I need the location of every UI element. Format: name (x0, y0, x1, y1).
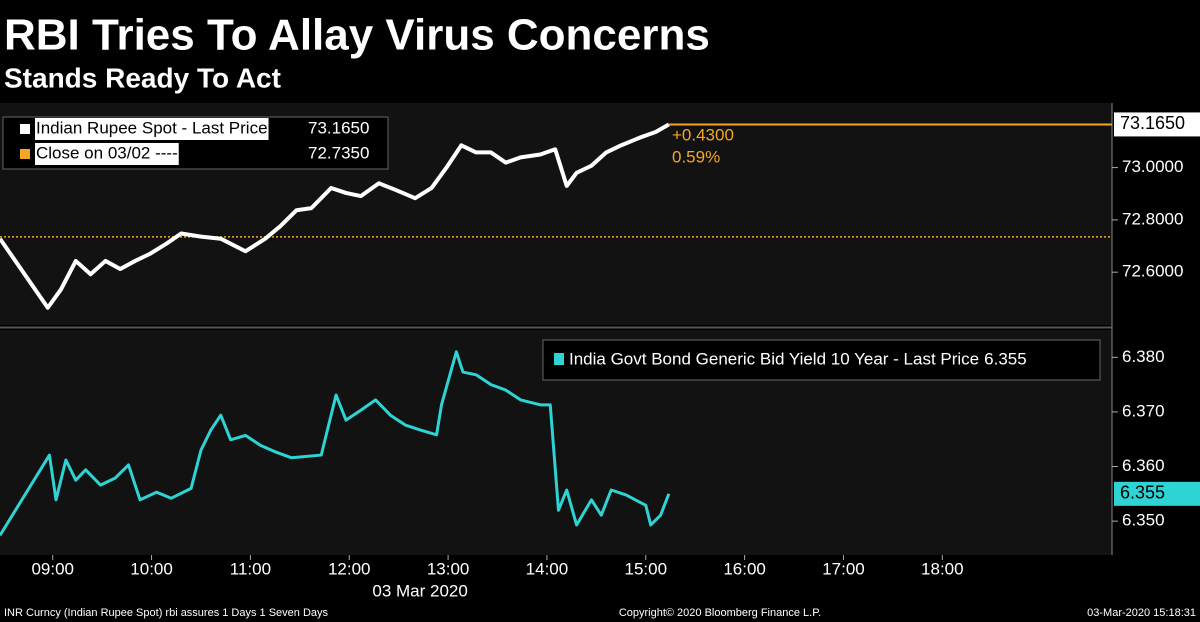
chart-subtitle: Stands Ready To Act (4, 62, 281, 93)
series-line (0, 350, 671, 537)
y-tick-label: 6.370 (1122, 401, 1165, 420)
legend-highlight (35, 143, 179, 165)
y-tick-label: 6.350 (1122, 511, 1165, 530)
last-price-tag-label: 73.1650 (1120, 113, 1185, 133)
y-tick-label: 72.6000 (1122, 262, 1183, 281)
series-line (0, 122, 670, 310)
legend-box (542, 339, 1101, 381)
y-tick-label: 6.360 (1122, 456, 1165, 475)
legend-value: 73.1650 (308, 118, 369, 137)
last-price-tag (1114, 112, 1200, 137)
legend-label: Indian Rupee Spot - Last Price (36, 118, 268, 137)
y-tick-label: 6.380 (1122, 347, 1165, 366)
x-tick-label: 10:00 (130, 559, 173, 578)
x-tick-label: 14:00 (526, 559, 569, 578)
footer-right: 03-Mar-2020 15:18:31 (1087, 607, 1196, 619)
x-axis-label: 03 Mar 2020 (372, 581, 467, 600)
last-price-tag-label: 6.355 (1120, 483, 1165, 503)
legend-highlight (35, 118, 269, 140)
x-tick-label: 12:00 (328, 559, 371, 578)
annotation: 0.59% (672, 147, 720, 166)
last-price-tag (1114, 481, 1200, 506)
footer-center: Copyright© 2020 Bloomberg Finance L.P. (619, 607, 821, 619)
x-tick-label: 17:00 (822, 559, 865, 578)
y-tick-label: 72.8000 (1122, 209, 1183, 228)
x-tick-label: 18:00 (921, 559, 964, 578)
chart-title: RBI Tries To Allay Virus Concerns (4, 11, 710, 60)
x-tick-label: 09:00 (31, 559, 74, 578)
legend-swatch (554, 353, 564, 365)
legend-swatch (20, 149, 30, 159)
legend-value: 72.7350 (308, 143, 369, 162)
legend-label: India Govt Bond Generic Bid Yield 10 Yea… (569, 349, 979, 368)
annotation: +0.4300 (672, 125, 734, 144)
x-tick-label: 15:00 (625, 559, 668, 578)
footer-left: INR Curncy (Indian Rupee Spot) rbi assur… (4, 607, 329, 619)
legend-label: Close on 03/02 ---- (36, 143, 178, 162)
legend-value: 6.355 (984, 349, 1027, 368)
x-tick-label: 16:00 (723, 559, 766, 578)
x-tick-label: 11:00 (230, 559, 271, 578)
x-tick-label: 13:00 (427, 559, 470, 578)
legend-swatch (20, 124, 30, 134)
y-tick-label: 73.0000 (1122, 157, 1183, 176)
